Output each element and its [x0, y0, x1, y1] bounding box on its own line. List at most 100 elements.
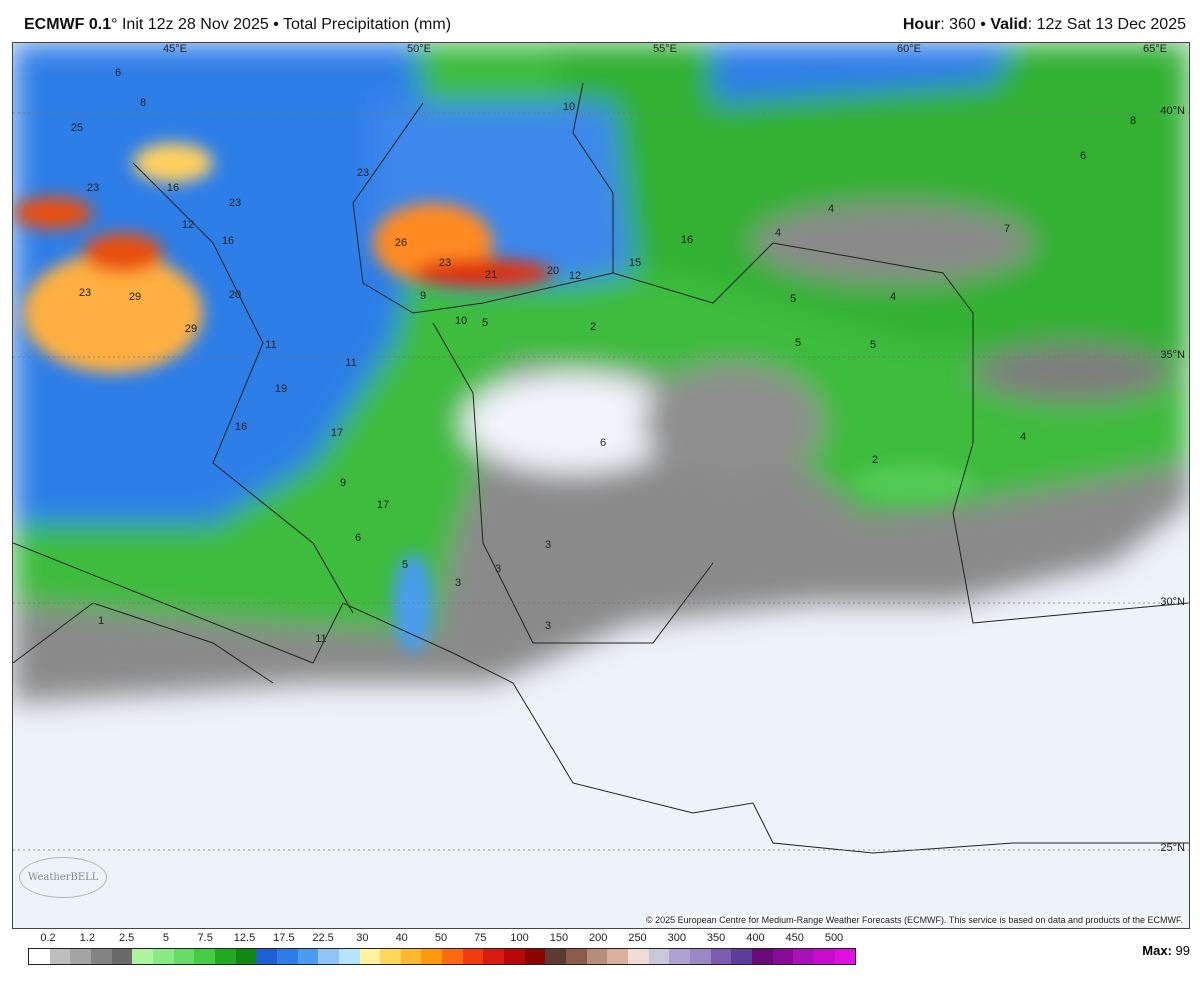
precip-value-label: 2	[871, 454, 879, 466]
legend-swatch	[70, 949, 91, 964]
precip-value-label: 4	[1019, 431, 1027, 443]
legend-tick-label: 7.5	[197, 932, 213, 944]
precip-value-label: 29	[128, 291, 142, 303]
map-title: ECMWF 0.1° Init 12z 28 Nov 2025 • Total …	[24, 16, 451, 34]
lon-label: 60°E	[897, 43, 921, 55]
valid-time: 12z Sat 13 Dec 2025	[1036, 16, 1186, 33]
color-legend: 0.2 1.2 2.5 5 7.5 12.5 17.5 22.5 30 40 50 75 100 150 2…	[28, 932, 856, 965]
precip-value-label: 16	[234, 421, 248, 433]
legend-ticks: 0.2 1.2 2.5 5 7.5 12.5 17.5 22.5 30 40 50 75 100 150 2…	[28, 932, 854, 948]
legend-swatch	[338, 949, 360, 964]
legend-tick-label: 400	[746, 932, 765, 944]
precip-value-label: 17	[376, 499, 390, 511]
legend-tick-label: 75	[474, 932, 487, 944]
lat-label: 35°N	[1160, 349, 1185, 361]
legend-tick-label: 500	[824, 932, 844, 944]
separator: •	[273, 16, 279, 33]
precip-value-label: 5	[794, 337, 802, 349]
legend-swatch	[545, 949, 567, 964]
legend-tick-label: 350	[706, 932, 726, 944]
precip-value-label: 6	[599, 437, 607, 449]
lat-label: 40°N	[1160, 105, 1185, 117]
precip-value-label: 10	[454, 315, 468, 327]
precip-value-label: 6	[114, 67, 122, 79]
legend-tick-label: 200	[589, 932, 608, 944]
precip-value-label: 19	[274, 383, 288, 395]
precip-value-label: 11	[315, 633, 327, 645]
legend-tick-label: 40	[395, 932, 408, 944]
precip-value-label: 20	[228, 289, 242, 301]
legend-tick-label: 12.5	[233, 932, 256, 944]
max-value: Max: 99	[1142, 943, 1190, 958]
legend-tick-label: 22.5	[312, 932, 334, 944]
legend-swatch	[793, 949, 814, 964]
precip-value-label: 9	[339, 477, 347, 489]
precip-value-label: 23	[228, 197, 242, 209]
precip-value-label: 8	[1129, 115, 1137, 127]
legend-swatch	[152, 949, 174, 964]
precip-value-label: 25	[70, 122, 84, 134]
legend-tick-label: 250	[628, 932, 647, 944]
legend-swatch	[380, 949, 401, 964]
legend-swatch	[504, 949, 525, 964]
legend-swatch	[421, 949, 443, 964]
legend-colorbar	[28, 948, 856, 965]
lon-label: 45°E	[163, 43, 187, 55]
precip-value-label: 2	[589, 321, 597, 333]
precip-value-label: 3	[544, 539, 552, 551]
lon-label: 50°E	[407, 43, 431, 55]
legend-tick-label: 1.2	[79, 932, 95, 944]
legend-swatch	[834, 949, 856, 964]
valid-label: Valid	[990, 16, 1028, 33]
legend-swatch	[690, 949, 711, 964]
precip-value-label: 4	[774, 227, 782, 239]
legend-swatch	[173, 949, 195, 964]
lat-label: 25°N	[1160, 842, 1185, 854]
precip-value-label: 5	[481, 317, 489, 329]
precip-value-label: 11	[265, 339, 277, 351]
precip-value-label: 3	[544, 620, 552, 632]
legend-swatch	[462, 949, 484, 964]
legend-swatch	[111, 949, 133, 964]
separator: •	[980, 16, 986, 33]
legend-swatch	[297, 949, 319, 964]
precip-value-label: 11	[345, 357, 357, 369]
precip-value-label: 29	[184, 323, 198, 335]
precip-value-label: 6	[354, 532, 362, 544]
precip-value-label: 23	[356, 167, 370, 179]
legend-tick-label: 2.5	[118, 932, 135, 944]
precip-value-label: 23	[438, 257, 452, 269]
hour-label: Hour	[902, 16, 941, 33]
precip-value-label: 3	[454, 577, 462, 589]
legend-swatch	[813, 949, 835, 964]
degree-symbol: °	[111, 16, 118, 33]
legend-swatch	[607, 949, 629, 964]
legend-swatch	[442, 949, 463, 964]
precip-value-label: 4	[827, 203, 835, 215]
product-name: Total Precipitation (mm)	[282, 16, 452, 33]
legend-tick-label: 100	[510, 932, 529, 944]
precip-value-label: 9	[419, 290, 427, 302]
precip-value-label: 23	[78, 287, 92, 299]
precip-value-label: 16	[221, 235, 235, 247]
precip-value-label: 21	[484, 269, 498, 281]
legend-swatch	[566, 949, 587, 964]
precip-value-label: 6	[1079, 150, 1087, 162]
legend-swatch	[318, 949, 339, 964]
max-label: Max:	[1142, 943, 1172, 958]
precip-value-label: 3	[494, 563, 502, 575]
legend-swatch	[132, 949, 153, 964]
lat-label: 30°N	[1160, 596, 1185, 608]
legend-swatch	[669, 949, 690, 964]
legend-swatch	[586, 949, 608, 964]
precip-value-label: 10	[562, 101, 576, 113]
precip-value-label: 5	[401, 559, 409, 571]
legend-swatch	[751, 949, 773, 964]
legend-tick-label: 450	[785, 932, 804, 944]
legend-swatch	[194, 949, 215, 964]
precip-value-label: 12	[568, 270, 582, 282]
precip-value-label: 5	[869, 339, 877, 351]
legend-swatch	[483, 949, 505, 964]
legend-tick-label: 30	[356, 932, 369, 944]
precip-value-label: 1	[97, 615, 105, 627]
